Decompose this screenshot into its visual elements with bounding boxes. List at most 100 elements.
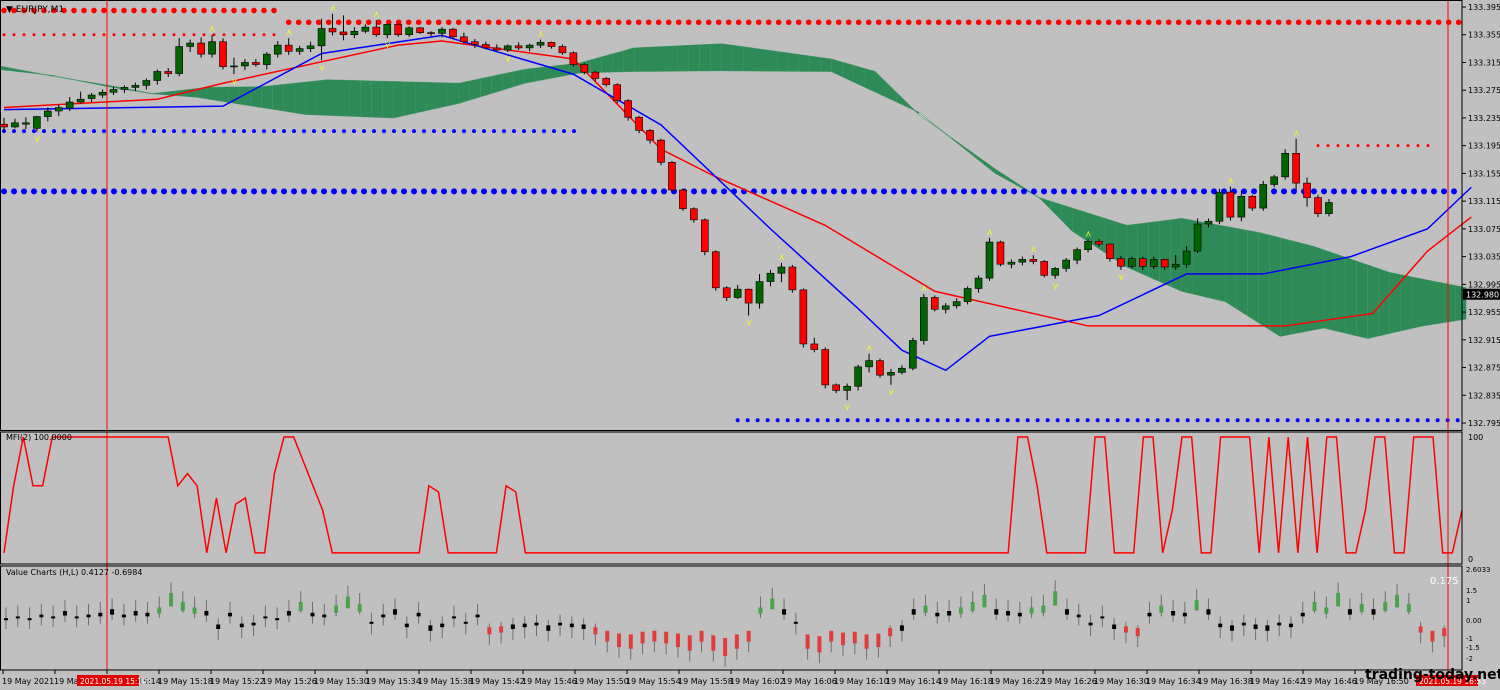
candle[interactable] [11, 118, 19, 129]
candle[interactable] [273, 40, 282, 58]
candle[interactable] [777, 262, 786, 283]
candle[interactable] [865, 353, 873, 373]
candle[interactable] [1325, 199, 1333, 217]
candle[interactable] [711, 250, 720, 291]
candle[interactable] [361, 24, 370, 34]
candle[interactable] [744, 288, 753, 316]
candle[interactable] [591, 70, 600, 82]
candle[interactable] [580, 63, 589, 75]
candle[interactable] [876, 358, 884, 378]
candle[interactable] [1117, 255, 1125, 270]
candle[interactable] [1215, 188, 1224, 225]
candle[interactable] [985, 237, 994, 281]
candle[interactable] [76, 91, 85, 105]
candle[interactable] [1226, 186, 1235, 221]
candle[interactable] [733, 285, 742, 299]
candle[interactable] [427, 31, 435, 37]
candle[interactable] [919, 294, 928, 345]
candle[interactable] [142, 78, 151, 90]
candle[interactable] [295, 45, 304, 55]
candle[interactable] [471, 38, 479, 48]
candle[interactable] [22, 117, 30, 130]
candle[interactable] [54, 104, 63, 116]
candle[interactable] [668, 160, 676, 193]
candle[interactable] [854, 364, 862, 391]
candle[interactable] [317, 18, 326, 61]
candle[interactable] [383, 23, 392, 39]
candle[interactable] [1193, 218, 1202, 254]
candle[interactable] [1149, 256, 1158, 270]
candle[interactable] [898, 365, 906, 375]
candle[interactable] [1171, 255, 1180, 270]
candle[interactable] [153, 69, 162, 85]
candle[interactable] [810, 337, 819, 353]
candle[interactable] [306, 41, 315, 53]
candle[interactable] [284, 38, 293, 55]
candle[interactable] [131, 82, 140, 91]
candle[interactable] [832, 383, 841, 394]
candle[interactable] [700, 218, 709, 256]
candle[interactable] [438, 27, 446, 38]
candle[interactable] [941, 303, 950, 314]
price-axis[interactable]: 133.395 133.355 133.315 133.275 133.235 133.1… [0, 0, 1500, 671]
candle[interactable] [1128, 256, 1136, 269]
candle[interactable] [1018, 256, 1027, 266]
candlestick-series[interactable] [0, 13, 1333, 401]
candle[interactable] [547, 41, 556, 49]
candle[interactable] [525, 43, 534, 52]
candle[interactable] [755, 273, 764, 309]
candle[interactable] [722, 286, 731, 301]
candle[interactable] [87, 92, 96, 102]
candle[interactable] [963, 286, 972, 305]
candle[interactable] [952, 298, 961, 309]
candle[interactable] [909, 337, 917, 371]
candle[interactable] [843, 383, 851, 401]
symbol-dropdown-icon[interactable]: ▼ [6, 5, 16, 15]
candle[interactable] [1182, 246, 1191, 268]
candle[interactable] [635, 115, 643, 134]
candle[interactable] [339, 15, 348, 41]
candle[interactable] [164, 68, 173, 78]
candle[interactable] [1270, 174, 1278, 188]
candle[interactable] [1303, 177, 1311, 207]
candle[interactable] [1292, 138, 1300, 191]
candle[interactable] [1248, 194, 1257, 211]
candle[interactable] [569, 51, 578, 67]
candle[interactable] [1095, 239, 1103, 247]
candle[interactable] [481, 41, 490, 50]
candle[interactable] [1237, 190, 1246, 222]
candle[interactable] [208, 34, 216, 58]
candle[interactable] [120, 85, 129, 93]
candle[interactable] [460, 32, 468, 44]
candle[interactable] [514, 42, 523, 50]
candle[interactable] [405, 26, 413, 37]
candle[interactable] [1029, 255, 1038, 265]
candle[interactable] [43, 107, 52, 122]
candle[interactable] [241, 59, 249, 71]
candle[interactable] [372, 20, 381, 37]
candle[interactable] [219, 38, 227, 70]
candle[interactable] [974, 275, 983, 293]
candle[interactable] [887, 368, 895, 385]
candle[interactable] [109, 86, 118, 96]
candle[interactable] [1281, 149, 1289, 180]
candle[interactable] [602, 77, 611, 87]
candle[interactable] [350, 27, 359, 39]
candle[interactable] [492, 44, 501, 52]
candle[interactable] [613, 83, 622, 104]
candle[interactable] [1007, 259, 1016, 269]
candle[interactable] [416, 27, 424, 35]
candle[interactable] [175, 38, 183, 77]
candle[interactable] [646, 129, 654, 144]
candle[interactable] [930, 295, 939, 312]
candle[interactable] [766, 269, 775, 287]
candle[interactable] [1259, 181, 1268, 211]
candle[interactable] [624, 99, 632, 121]
candle[interactable] [1139, 256, 1147, 270]
candle[interactable] [449, 27, 457, 39]
candle[interactable] [1051, 267, 1059, 279]
candle[interactable] [1040, 260, 1049, 278]
candle[interactable] [536, 39, 545, 48]
